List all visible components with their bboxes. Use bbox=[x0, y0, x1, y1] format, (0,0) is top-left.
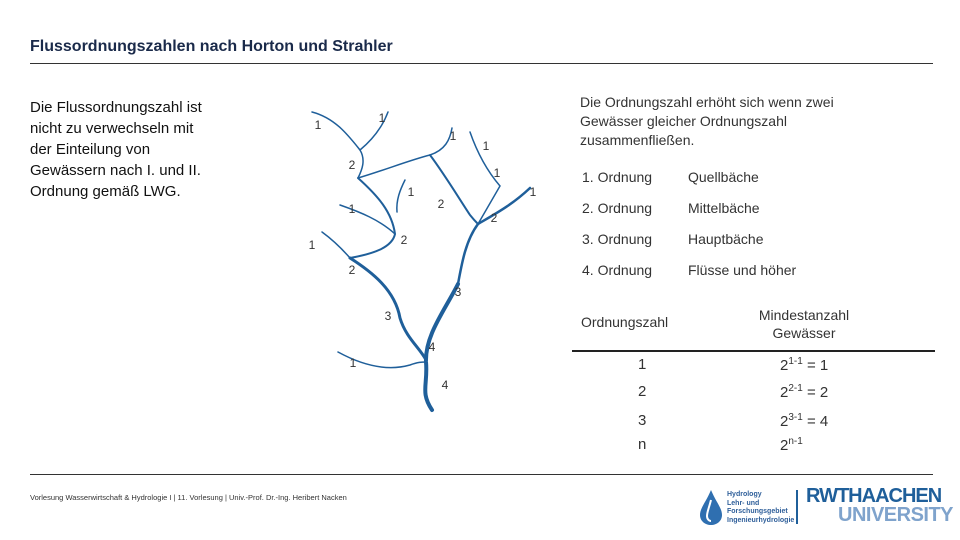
order-value: 3 bbox=[638, 412, 647, 429]
order-value: 1 bbox=[638, 356, 647, 373]
formula: 21-1 = 1 bbox=[780, 356, 828, 374]
intro-line: der Einteilung von bbox=[30, 141, 151, 158]
intro-line: Gewässern nach I. und II. bbox=[30, 162, 201, 179]
logo-divider bbox=[796, 490, 798, 524]
intro-line: Ordnung gemäß LWG. bbox=[30, 183, 181, 200]
title-rule bbox=[30, 63, 933, 64]
rwth-line: UNIVERSITY bbox=[838, 504, 954, 526]
order-name: Hauptbäche bbox=[688, 231, 764, 247]
river-label: 2 bbox=[400, 233, 408, 247]
rule-line: zusammenfließen. bbox=[580, 132, 695, 148]
formula-base: 2 bbox=[780, 384, 789, 401]
river-lines bbox=[311, 111, 532, 412]
footer-rule bbox=[30, 474, 933, 475]
formula-exponent: n-1 bbox=[788, 436, 803, 447]
order-number: 3. Ordnung bbox=[582, 231, 653, 247]
river-label: 1 bbox=[314, 118, 322, 132]
river-label: 3 bbox=[454, 285, 462, 299]
order-number: 4. Ordnung bbox=[582, 262, 653, 278]
table-header: Ordnungszahl bbox=[581, 314, 669, 330]
rule-line: Gewässer gleicher Ordnungszahl bbox=[580, 113, 787, 129]
river-label: 2 bbox=[348, 263, 356, 277]
river-label: 1 bbox=[378, 111, 386, 125]
rule-line: Die Ordnungszahl erhöht sich wenn zwei bbox=[580, 94, 834, 110]
footer-text: Vorlesung Wasserwirtschaft & Hydrologie … bbox=[30, 493, 347, 502]
river-label: 1 bbox=[449, 129, 457, 143]
order-number: 1. Ordnung bbox=[582, 169, 653, 185]
river-label: 1 bbox=[407, 185, 415, 199]
formula-result: = 2 bbox=[806, 384, 829, 401]
order-name: Quellbäche bbox=[688, 169, 759, 185]
formula-base: 2 bbox=[780, 437, 789, 454]
hydro-line: Hydrology bbox=[727, 491, 762, 498]
order-value: n bbox=[638, 436, 647, 453]
formula-result: = 1 bbox=[806, 357, 829, 374]
river-label: 2 bbox=[490, 211, 498, 225]
river-label: 2 bbox=[437, 197, 445, 211]
river-label: 4 bbox=[428, 340, 436, 354]
rwth-line: RWTHAACHEN bbox=[806, 485, 942, 507]
formula: 23-1 = 4 bbox=[780, 412, 828, 430]
rule-text: Die Ordnungszahl erhöht sich wenn zwei Ge… bbox=[580, 93, 834, 150]
river-label: 2 bbox=[348, 158, 356, 172]
formula-exponent: 1-1 bbox=[788, 356, 803, 367]
river-label: 4 bbox=[441, 378, 449, 392]
river-label: 1 bbox=[482, 139, 490, 153]
river-label: 1 bbox=[349, 356, 357, 370]
table-header: Mindestanzahl Gewässer bbox=[758, 307, 850, 341]
order-value: 2 bbox=[638, 383, 647, 400]
river-label: 1 bbox=[308, 238, 316, 252]
river-label: 1 bbox=[493, 166, 501, 180]
formula-exponent: 3-1 bbox=[788, 412, 803, 423]
hydro-line: Forschungsgebiet bbox=[727, 508, 788, 515]
formula-base: 2 bbox=[780, 357, 789, 374]
river-label: 1 bbox=[348, 202, 356, 216]
formula-base: 2 bbox=[780, 413, 789, 430]
formula-result: = 4 bbox=[806, 413, 829, 430]
order-name: Flüsse und höher bbox=[688, 262, 797, 278]
order-name: Mittelbäche bbox=[688, 200, 760, 216]
river-label: 1 bbox=[529, 185, 537, 199]
formula: 2n-1 bbox=[780, 436, 803, 454]
intro-line: Die Flussordnungszahl ist bbox=[30, 99, 202, 116]
intro-line: nicht zu verwechseln mit bbox=[30, 120, 194, 137]
hydro-drop-icon bbox=[700, 490, 722, 525]
rwth-logo: RWTHAACHEN UNIVERSITY bbox=[806, 485, 954, 526]
intro-text: Die Flussordnungszahl ist nicht zu verwec… bbox=[30, 97, 202, 202]
formula: 22-1 = 2 bbox=[780, 383, 828, 401]
order-number: 2. Ordnung bbox=[582, 200, 653, 216]
hydro-logo: Hydrology Lehr- und Forschungsgebiet Ingeni… bbox=[727, 491, 794, 525]
hydro-line: Lehr- und bbox=[727, 499, 760, 507]
hydro-line: Ingenieurhydrologie bbox=[727, 516, 795, 524]
table-rule bbox=[572, 350, 935, 352]
formula-exponent: 2-1 bbox=[788, 383, 803, 394]
river-label: 3 bbox=[384, 309, 392, 323]
slide-title: Flussordnungszahlen nach Horton und Stra… bbox=[30, 38, 393, 55]
